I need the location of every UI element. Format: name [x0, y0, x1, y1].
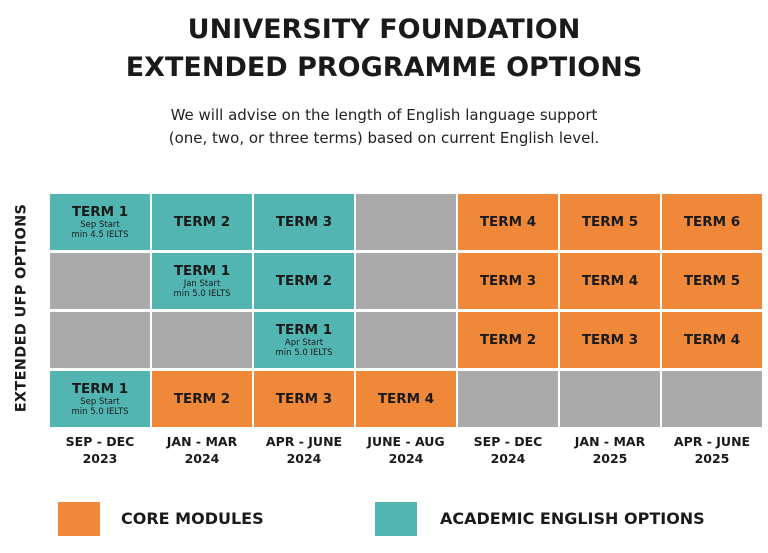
grid-cell-r1-c5: TERM 4 — [458, 194, 558, 250]
side-label: EXTENDED UFP OPTIONS — [13, 203, 30, 412]
term-label: TERM 3 — [581, 332, 639, 348]
grid-cell-r2-c6: TERM 4 — [560, 253, 660, 309]
column-label-line1: JAN - MAR — [166, 434, 238, 449]
term-label: TERM 4 — [683, 332, 741, 348]
column-label-line2: 2024 — [286, 451, 322, 466]
term-label: TERM 4 — [581, 273, 639, 289]
grid-cell-r3-c5: TERM 2 — [458, 312, 558, 368]
term-label: TERM 3 — [479, 273, 537, 289]
grid-cell-r2-c7: TERM 5 — [662, 253, 762, 309]
grid-cell-r3-c3: TERM 1 Apr Start min 5.0 IELTS — [254, 312, 354, 368]
subtitle-line-1: We will advise on the length of English … — [170, 106, 598, 124]
grid-cell-r4-c2: TERM 2 — [152, 371, 252, 427]
legend-label-academic-english: ACADEMIC ENGLISH OPTIONS — [440, 509, 705, 528]
ielts-note: min 5.0 IELTS — [173, 289, 231, 299]
grid-cell-r1-c4 — [356, 194, 456, 250]
grid-cell-r1-c1: TERM 1 Sep Start min 4.5 IELTS — [50, 194, 150, 250]
grid-cell-r4-c4: TERM 4 — [356, 371, 456, 427]
grid-cell-r2-c3: TERM 2 — [254, 253, 354, 309]
term-label: TERM 1 — [71, 204, 129, 220]
term-label: TERM 4 — [479, 214, 537, 230]
term-label: TERM 6 — [683, 214, 741, 230]
grid-cell-r4-c1: TERM 1 Sep Start min 5.0 IELTS — [50, 371, 150, 427]
column-label-7: APR - JUNE 2025 — [662, 433, 762, 467]
subtitle-line-2: (one, two, or three terms) based on curr… — [168, 129, 600, 147]
term-label: TERM 2 — [479, 332, 537, 348]
column-label-line2: 2024 — [490, 451, 526, 466]
ielts-note: min 4.5 IELTS — [71, 230, 129, 240]
legend-label-core: CORE MODULES — [121, 509, 264, 528]
term-label: TERM 2 — [173, 391, 231, 407]
grid-cell-r4-c6 — [560, 371, 660, 427]
column-label-5: SEP - DEC 2024 — [458, 433, 558, 467]
term-label: TERM 4 — [377, 391, 435, 407]
column-label-line2: 2024 — [388, 451, 424, 466]
term-label: TERM 1 — [173, 263, 231, 279]
start-note: Jan Start — [183, 279, 221, 289]
term-label: TERM 1 — [275, 322, 333, 338]
column-label-1: SEP - DEC 2023 — [50, 433, 150, 467]
column-labels: SEP - DEC 2023 JAN - MAR 2024 APR - JUNE 2024… — [50, 433, 762, 467]
column-label-4: JUNE - AUG 2024 — [356, 433, 456, 467]
column-label-line1: JUNE - AUG — [367, 434, 445, 449]
start-note: Apr Start — [284, 338, 324, 348]
column-label-line1: SEP - DEC — [65, 434, 135, 449]
column-label-line1: SEP - DEC — [473, 434, 543, 449]
grid-cell-r3-c6: TERM 3 — [560, 312, 660, 368]
term-label: TERM 2 — [173, 214, 231, 230]
column-label-2: JAN - MAR 2024 — [152, 433, 252, 467]
grid-cell-r1-c7: TERM 6 — [662, 194, 762, 250]
grid-cell-r3-c1 — [50, 312, 150, 368]
grid-cell-r2-c4 — [356, 253, 456, 309]
grid-cell-r2-c2: TERM 1 Jan Start min 5.0 IELTS — [152, 253, 252, 309]
legend-swatch-academic-english — [375, 502, 417, 536]
column-label-line1: JAN - MAR — [574, 434, 646, 449]
start-note: Sep Start — [80, 397, 120, 407]
title-line-1: UNIVERSITY FOUNDATION — [187, 14, 581, 45]
programme-grid: TERM 1 Sep Start min 4.5 IELTS TERM 2 TERM 3… — [50, 194, 762, 427]
grid-cell-r1-c3: TERM 3 — [254, 194, 354, 250]
column-label-line2: 2023 — [82, 451, 118, 466]
column-label-3: APR - JUNE 2024 — [254, 433, 354, 467]
title-line-2: EXTENDED PROGRAMME OPTIONS — [125, 52, 643, 83]
legend-swatch-core — [58, 502, 100, 536]
grid-cell-r4-c7 — [662, 371, 762, 427]
grid-cell-r3-c7: TERM 4 — [662, 312, 762, 368]
side-label-container: EXTENDED UFP OPTIONS — [0, 190, 42, 425]
start-note: Sep Start — [80, 220, 120, 230]
ielts-note: min 5.0 IELTS — [71, 407, 129, 417]
term-label: TERM 3 — [275, 391, 333, 407]
grid-cell-r1-c2: TERM 2 — [152, 194, 252, 250]
column-label-6: JAN - MAR 2025 — [560, 433, 660, 467]
ielts-note: min 5.0 IELTS — [275, 348, 333, 358]
grid-cell-r2-c1 — [50, 253, 150, 309]
column-label-line2: 2025 — [694, 451, 730, 466]
term-label: TERM 5 — [683, 273, 741, 289]
column-label-line1: APR - JUNE — [673, 434, 751, 449]
grid-cell-r4-c3: TERM 3 — [254, 371, 354, 427]
term-label: TERM 3 — [275, 214, 333, 230]
term-label: TERM 1 — [71, 381, 129, 397]
term-label: TERM 2 — [275, 273, 333, 289]
grid-cell-r3-c4 — [356, 312, 456, 368]
column-label-line1: APR - JUNE — [265, 434, 343, 449]
column-label-line2: 2024 — [184, 451, 220, 466]
grid-cell-r1-c6: TERM 5 — [560, 194, 660, 250]
grid-cell-r4-c5 — [458, 371, 558, 427]
grid-cell-r3-c2 — [152, 312, 252, 368]
column-label-line2: 2025 — [592, 451, 628, 466]
term-label: TERM 5 — [581, 214, 639, 230]
grid-cell-r2-c5: TERM 3 — [458, 253, 558, 309]
